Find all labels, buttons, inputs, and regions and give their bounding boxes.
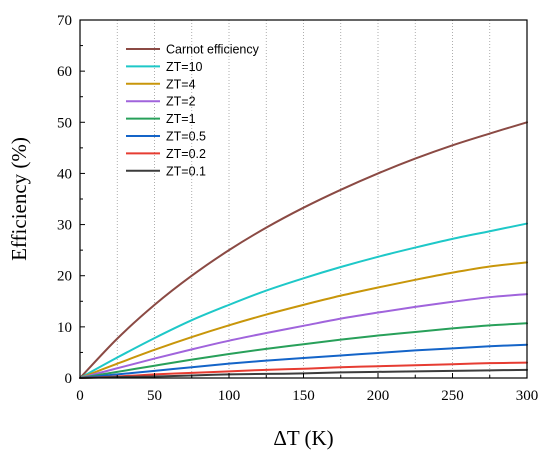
- legend-label-zt-0-1: ZT=0.1: [166, 164, 206, 178]
- x-axis-label: ΔT (K): [273, 426, 333, 450]
- series-line-zt-4: [79, 261, 528, 379]
- series-line-zt-10: [79, 222, 528, 379]
- series-line-carnot-efficiency: [79, 121, 528, 379]
- plot-frame: [79, 19, 528, 379]
- legend-label-zt-0-5: ZT=0.5: [166, 130, 206, 144]
- y-tick-label: 20: [57, 269, 72, 285]
- y-tick-label: 10: [57, 320, 72, 336]
- series-line-zt-2: [79, 293, 528, 379]
- y-tick-label: 0: [65, 371, 73, 387]
- x-tick-label: 200: [367, 388, 390, 404]
- series-line-zt-0-5: [79, 343, 528, 379]
- x-tick-label: 50: [147, 388, 162, 404]
- y-tick-label: 50: [57, 115, 72, 131]
- series-line-zt-1: [79, 322, 528, 379]
- x-tick-label: 150: [292, 388, 315, 404]
- x-tick-label: 100: [218, 388, 241, 404]
- y-tick-label: 30: [57, 218, 72, 234]
- y-tick-label: 60: [57, 64, 72, 80]
- x-axis-ticks: 0 50 100 150 200 250 300: [76, 373, 538, 404]
- y-axis-ticks: 0 10 20 30 40 50 60 70: [57, 13, 85, 387]
- series-lines: [79, 121, 528, 379]
- legend: Carnot efficiency ZT=10 ZT=4 ZT=2 ZT=1 ZT=0.5…: [126, 43, 260, 178]
- y-tick-label: 70: [57, 13, 72, 29]
- y-tick-label: 40: [57, 166, 72, 182]
- legend-label-zt-10: ZT=10: [166, 60, 203, 74]
- x-tick-label: 0: [76, 388, 84, 404]
- legend-label-zt-1: ZT=1: [166, 112, 196, 126]
- legend-label-zt-2: ZT=2: [166, 95, 196, 109]
- y-axis-label: Efficiency (%): [7, 137, 31, 261]
- legend-label-zt-0-2: ZT=0.2: [166, 147, 206, 161]
- legend-label-carnot-efficiency: Carnot efficiency: [166, 43, 260, 57]
- x-tick-label: 300: [516, 388, 539, 404]
- x-tick-label: 250: [441, 388, 464, 404]
- legend-label-zt-4: ZT=4: [166, 77, 196, 91]
